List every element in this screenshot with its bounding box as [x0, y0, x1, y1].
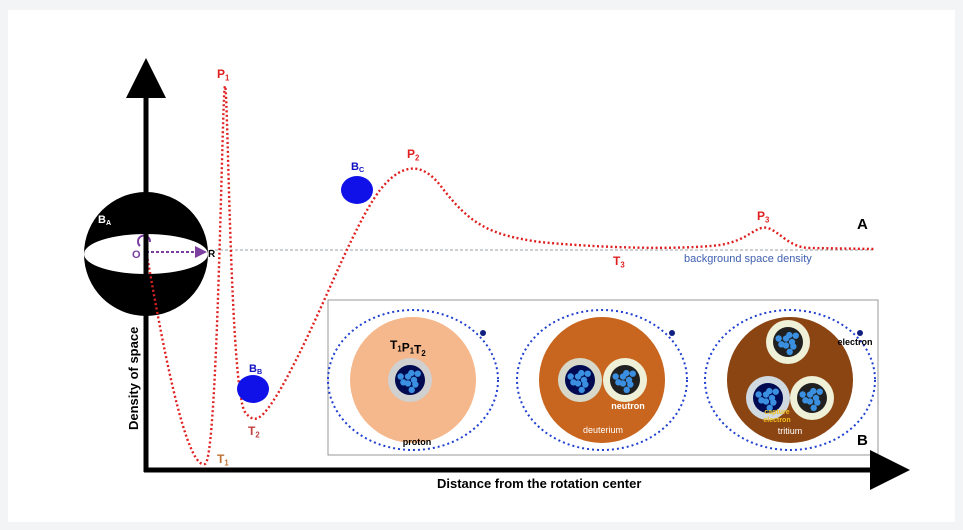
label-main: B: [98, 214, 106, 226]
quark: [814, 399, 820, 405]
atoms: T1P1T2protondeuteriumneutrontritiumelect…: [328, 310, 875, 450]
label-part: O: [132, 249, 141, 261]
label-main: B: [351, 161, 359, 173]
atom-label: capture: [764, 409, 789, 416]
quark: [758, 397, 764, 403]
electron-dot: [857, 330, 863, 336]
quark: [415, 370, 421, 376]
quark: [582, 381, 588, 387]
atom-label: electron: [763, 417, 790, 424]
ball-c: [341, 176, 373, 204]
quark: [612, 373, 618, 379]
quark: [766, 388, 772, 394]
quark: [793, 332, 799, 338]
atom-label: electron: [837, 337, 872, 347]
label: Density of space: [126, 327, 141, 430]
quark: [786, 332, 792, 338]
electron-dot: [480, 330, 486, 336]
label: background space density: [684, 253, 812, 265]
label-sub: B: [257, 368, 262, 376]
quark: [755, 391, 761, 397]
quark: [397, 373, 403, 379]
quark: [790, 343, 796, 349]
quark: [408, 370, 414, 376]
quark: [408, 387, 414, 393]
label-main: P: [217, 67, 225, 81]
label: Distance from the rotation center: [437, 476, 641, 491]
quark: [627, 381, 633, 387]
quark: [630, 370, 636, 376]
quark: [585, 370, 591, 376]
label-main: P: [407, 147, 415, 161]
label-main: B: [249, 363, 257, 375]
quark: [778, 341, 784, 347]
quark: [567, 373, 573, 379]
label-sub: C: [359, 166, 364, 174]
quark: [775, 335, 781, 341]
atom-label: tritium: [778, 426, 803, 436]
ball-b: [237, 375, 269, 403]
label-part: R: [208, 249, 216, 260]
quark: [623, 370, 629, 376]
quark: [817, 388, 823, 394]
quark: [570, 379, 576, 385]
label: B: [857, 432, 868, 449]
label-part: Distance from the rotation center: [437, 476, 641, 491]
quark: [802, 397, 808, 403]
quark: [773, 388, 779, 394]
quark: [578, 370, 584, 376]
label: O: [132, 249, 141, 261]
quark: [799, 391, 805, 397]
label-sub: A: [106, 219, 111, 227]
label-part: A: [857, 216, 868, 233]
label-sub: 3: [765, 215, 770, 224]
quark: [786, 349, 792, 355]
figure: T1P1T2protondeuteriumneutrontritiumelect…: [0, 0, 963, 530]
label-main: P: [402, 340, 410, 354]
label-sub: 2: [421, 349, 426, 358]
atom-label: neutron: [611, 401, 645, 411]
label-sub: 2: [255, 430, 260, 439]
quark: [770, 399, 776, 405]
quark: [412, 381, 418, 387]
atom-label: deuterium: [583, 425, 623, 435]
quark: [623, 387, 629, 393]
electron-dot: [669, 330, 675, 336]
label: A: [857, 216, 868, 233]
quark: [400, 379, 406, 385]
label-part: Density of space: [126, 327, 141, 430]
quark: [615, 379, 621, 385]
label-part: B: [857, 432, 868, 449]
quark: [810, 405, 816, 411]
label-sub: 1: [225, 73, 230, 82]
quark: [810, 388, 816, 394]
quark: [578, 387, 584, 393]
label-main: P: [757, 209, 765, 223]
label-sub: 1: [224, 458, 229, 467]
label: R: [208, 249, 216, 260]
label-sub: 3: [620, 260, 625, 269]
atom-label: proton: [403, 437, 432, 447]
label-part: background space density: [684, 253, 812, 265]
label-sub: 2: [415, 153, 420, 162]
